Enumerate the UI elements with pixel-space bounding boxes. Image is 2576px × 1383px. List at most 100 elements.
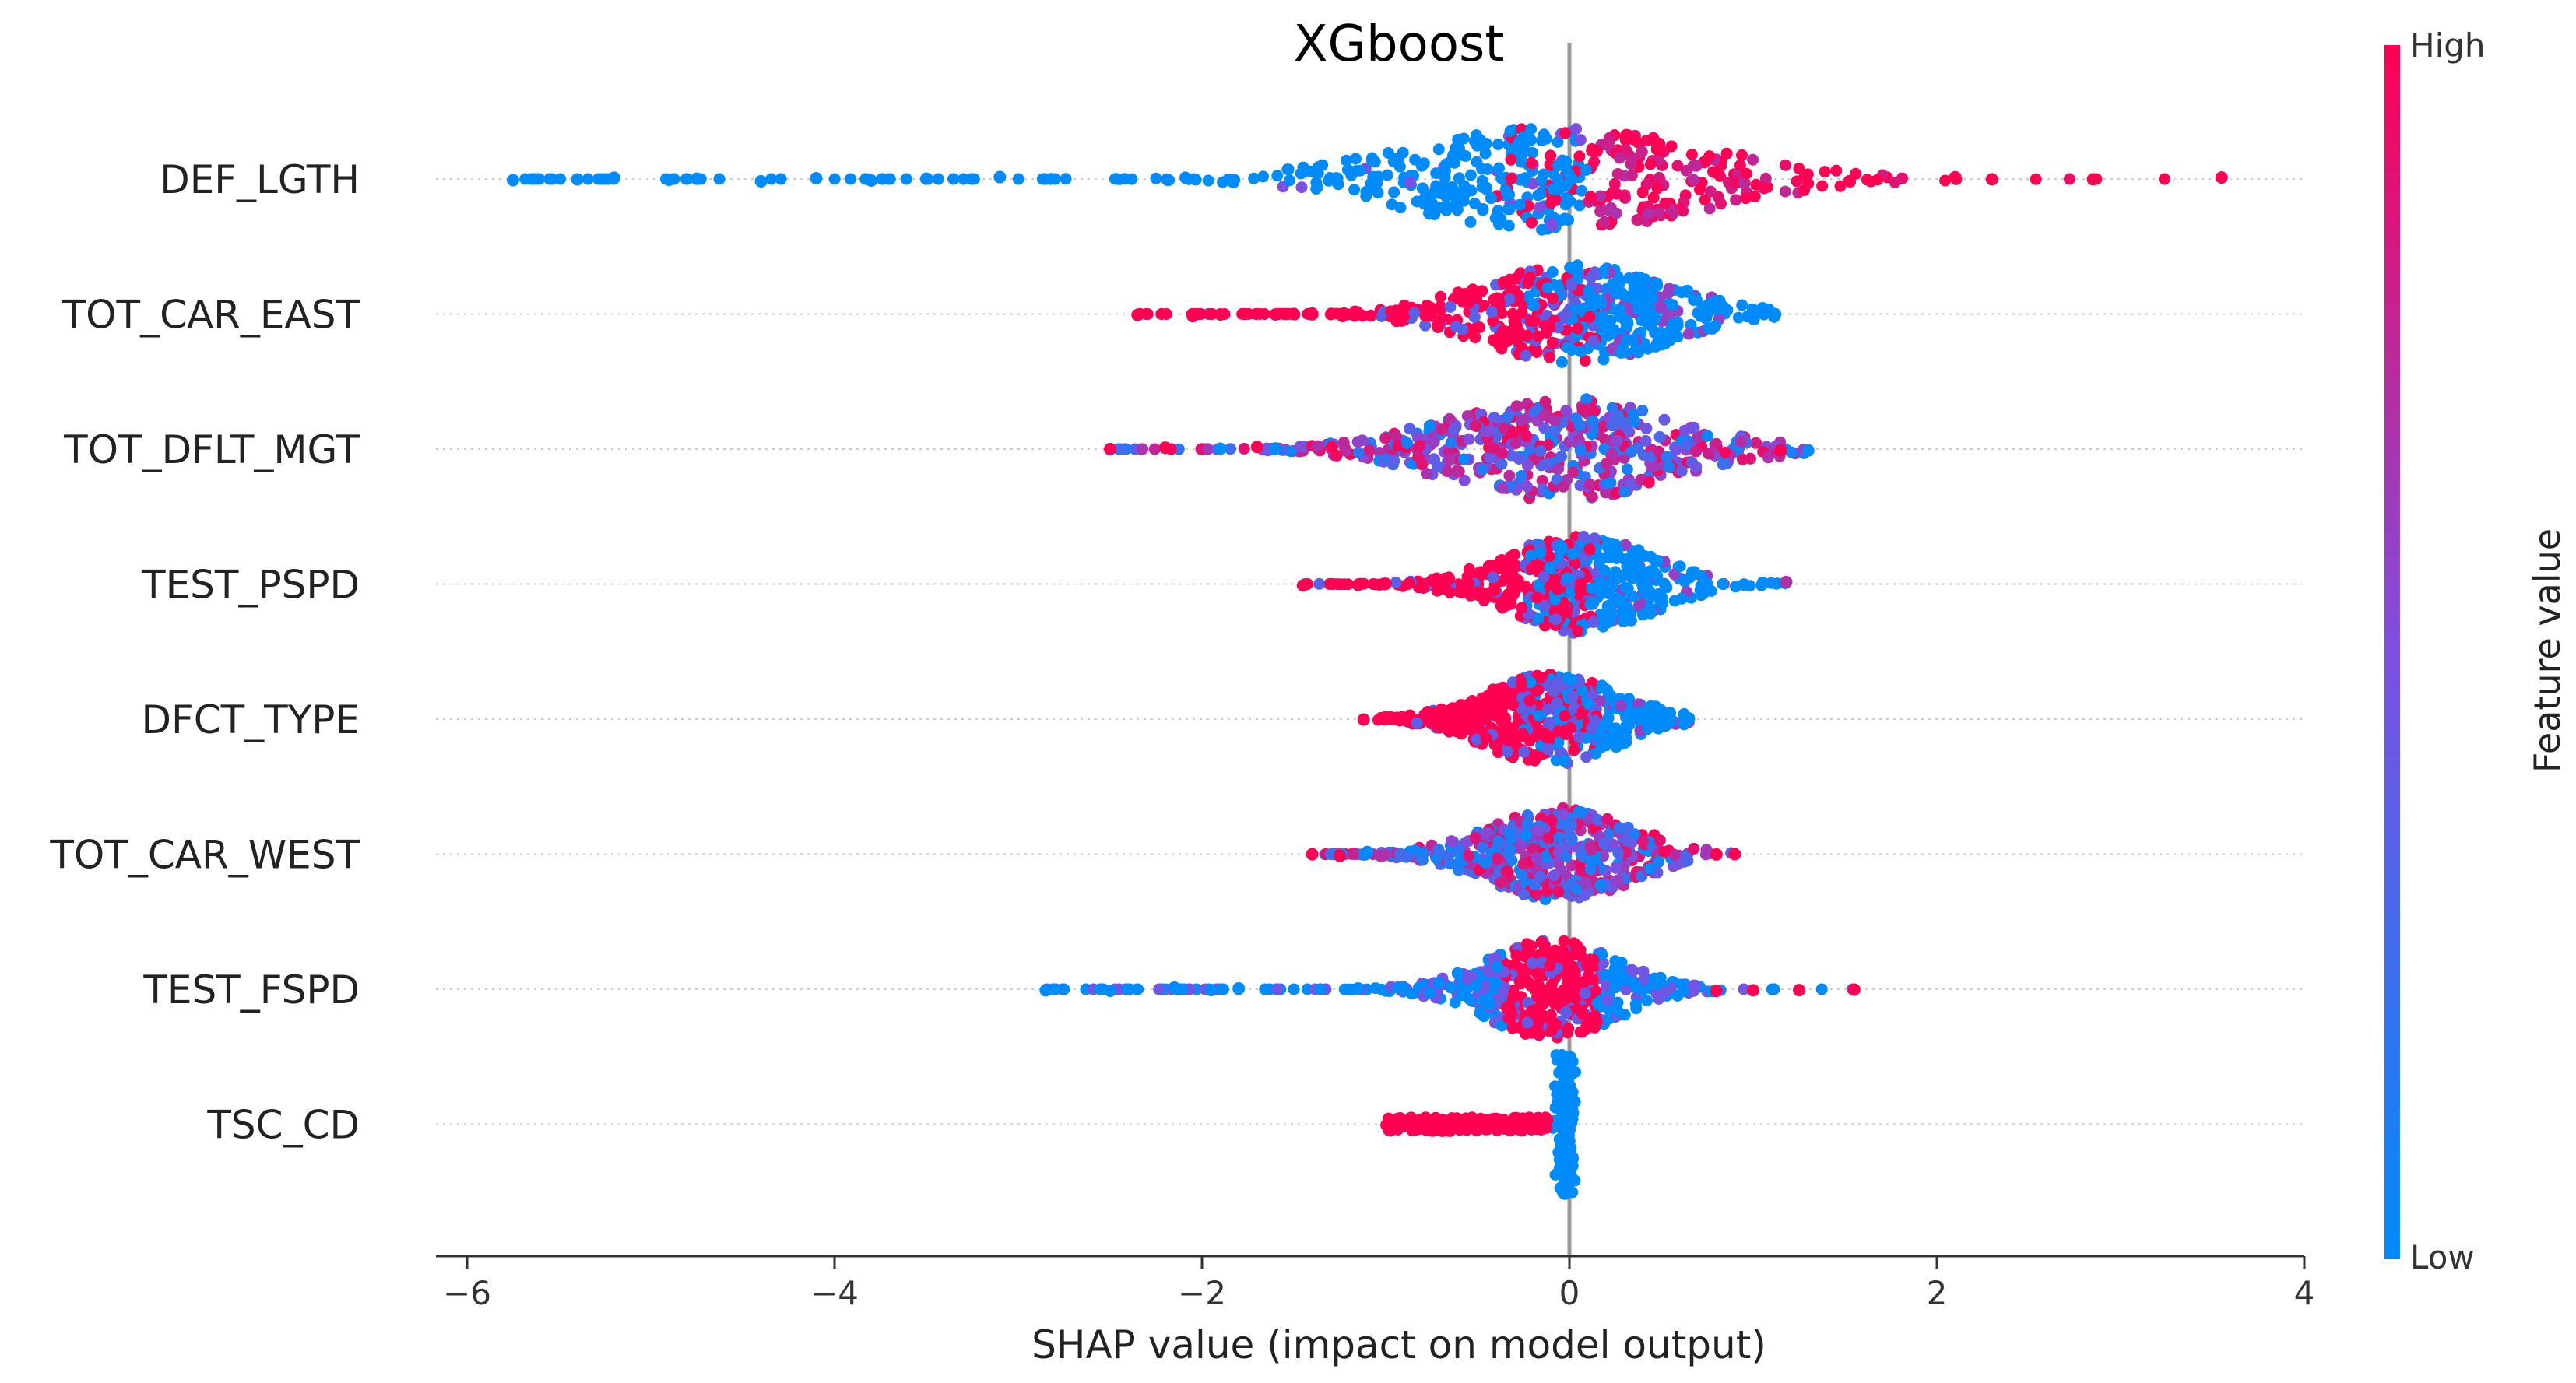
shap-dot — [1351, 307, 1364, 318]
shap-dot-outlier — [1250, 441, 1263, 454]
shap-dot — [1202, 443, 1214, 455]
shap-dot — [1700, 844, 1713, 856]
shap-dot — [1403, 577, 1415, 589]
shap-dot — [1721, 304, 1734, 316]
shap-dot-outlier — [1747, 984, 1759, 997]
shap-dot — [1137, 443, 1149, 455]
shap-dot — [775, 173, 787, 185]
shap-dot — [1492, 746, 1504, 759]
shap-dot — [1537, 1112, 1549, 1125]
shap-dot — [1477, 841, 1489, 854]
shap-dot — [1613, 152, 1625, 164]
shap-dot — [1678, 985, 1690, 998]
shap-dot — [1418, 157, 1430, 170]
shap-dot — [1568, 744, 1580, 756]
shap-dot — [1217, 983, 1229, 995]
shap-dot — [1682, 328, 1695, 340]
shap-dot — [1766, 983, 1778, 995]
shap-dot — [1424, 987, 1436, 999]
shap-dot — [1463, 577, 1475, 590]
shap-dot — [1348, 848, 1360, 860]
shap-dot — [1478, 300, 1490, 312]
shap-dot — [1671, 160, 1684, 172]
shap-dot — [1492, 694, 1504, 707]
shap-dot — [1471, 129, 1482, 142]
shap-dot — [1574, 585, 1587, 598]
shap-dot — [1492, 995, 1505, 1008]
shap-dot — [1519, 172, 1531, 184]
shap-dot — [1543, 832, 1555, 844]
shap-dot — [1450, 142, 1461, 155]
shap-dot — [1521, 818, 1534, 830]
shap-dot — [1578, 890, 1590, 902]
colorbar-gradient — [2384, 45, 2400, 1259]
shap-dot — [1577, 530, 1590, 542]
shap-dot — [1360, 190, 1372, 202]
shap-dot — [1513, 453, 1525, 465]
shap-dot — [1496, 447, 1509, 459]
shap-dot — [1622, 424, 1634, 437]
shap-dot — [1570, 412, 1583, 425]
shap-dot — [1574, 134, 1587, 146]
shap-dot — [1436, 423, 1448, 436]
shap-dot — [1443, 445, 1455, 458]
shap-dot — [1481, 163, 1494, 175]
x-tick-label: −6 — [443, 1274, 491, 1312]
shap-dot — [597, 173, 610, 185]
shap-dot — [1544, 960, 1555, 972]
shap-dot — [1525, 156, 1538, 169]
shap-dot — [1495, 458, 1508, 470]
shap-dot — [1411, 717, 1423, 729]
shap-dot — [1457, 453, 1470, 465]
shap-dot — [1636, 186, 1649, 198]
shap-dot — [1701, 430, 1713, 442]
shap-dot — [1503, 469, 1516, 482]
shap-dot — [1401, 437, 1414, 449]
shap-dot — [1756, 302, 1769, 314]
shap-dot — [1418, 582, 1429, 594]
shap-dot-outlier — [1168, 981, 1181, 994]
shap-dot — [1257, 170, 1269, 183]
shap-dot — [1561, 191, 1573, 204]
shap-dot — [1566, 673, 1578, 686]
shap-dot — [1509, 272, 1522, 285]
shap-dot — [1126, 173, 1138, 185]
shap-dot — [1288, 983, 1300, 995]
shap-dot — [1802, 177, 1815, 190]
shap-dot — [1625, 446, 1638, 458]
shap-dot — [1538, 168, 1550, 181]
shap-dot — [1655, 301, 1667, 314]
shap-dot — [1505, 556, 1517, 568]
shap-dot — [1530, 852, 1543, 865]
shap-dot — [1700, 312, 1713, 325]
shap-dot — [1371, 177, 1383, 190]
shap-dot — [1526, 216, 1538, 229]
shap-dot — [1680, 164, 1692, 177]
shap-dot — [1544, 716, 1556, 728]
shap-dot — [1421, 299, 1433, 311]
shap-dot — [1586, 844, 1597, 856]
shap-dot — [1584, 954, 1597, 967]
shap-dot — [1589, 1022, 1601, 1034]
shap-dot — [1532, 710, 1545, 722]
shap-dot — [1367, 578, 1379, 590]
shap-dot — [1445, 706, 1457, 718]
shap-dot-outlier — [1351, 981, 1365, 995]
shap-dot — [1631, 214, 1643, 226]
shap-dot — [1552, 462, 1565, 475]
shap-dot — [1496, 602, 1509, 614]
shap-dot — [1484, 998, 1495, 1009]
shap-dot — [1643, 722, 1654, 735]
shap-dot — [1609, 566, 1622, 578]
shap-dot — [1471, 699, 1483, 711]
shap-dot — [1580, 751, 1593, 763]
shap-dot — [1526, 563, 1538, 575]
shap-dot — [1573, 199, 1586, 212]
shap-dot — [1060, 173, 1072, 185]
shap-dot — [1492, 852, 1504, 865]
shap-dot — [1409, 1115, 1422, 1128]
shap-dot — [1523, 694, 1536, 707]
feature-labels: DEF_LGTH TOT_CAR_EAST TOT_DFLT_MGT TEST_PSP… — [49, 157, 360, 1148]
shap-dot — [1515, 470, 1527, 482]
